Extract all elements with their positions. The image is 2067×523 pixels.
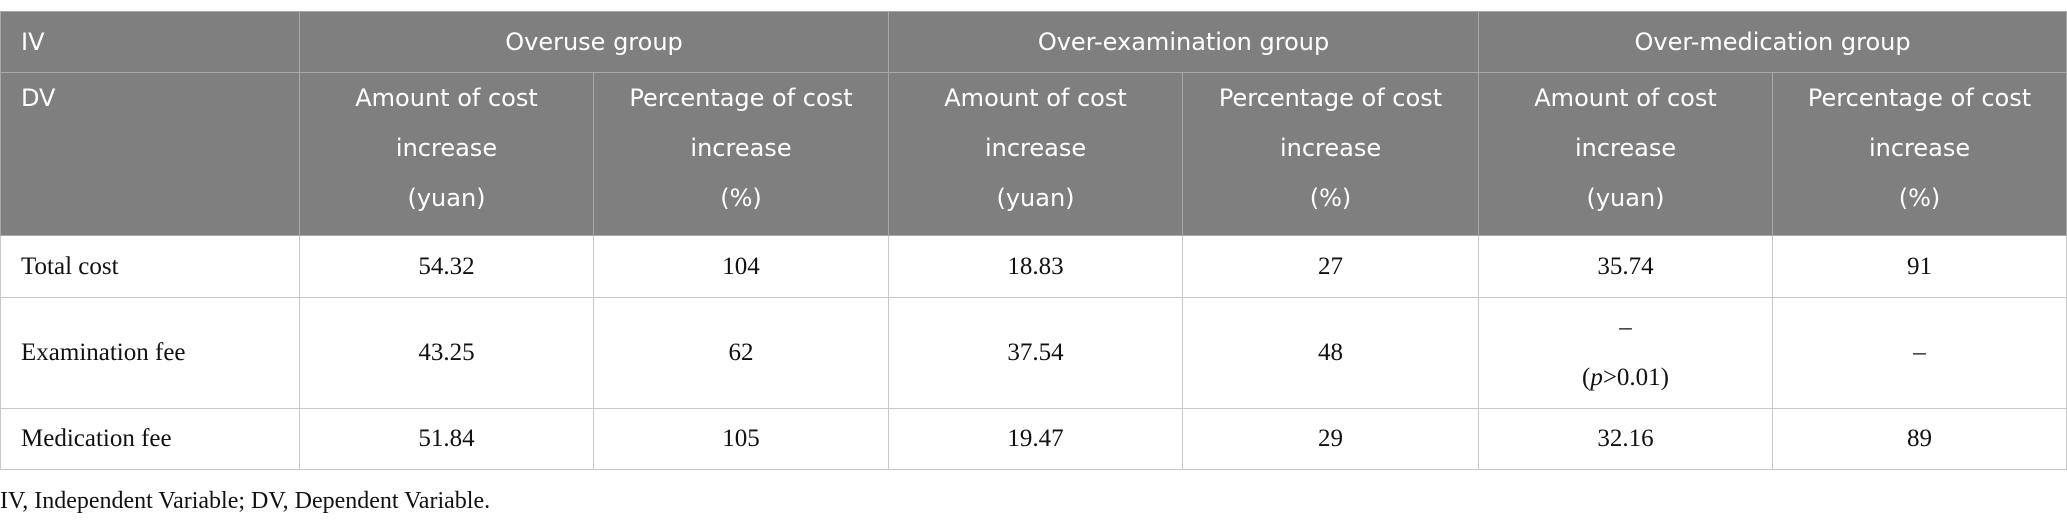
- body-cell: 18.83: [888, 235, 1184, 298]
- body-cell: 35.74: [1478, 235, 1774, 298]
- header-line: Amount of cost: [1534, 84, 1717, 112]
- header-line: Amount of cost: [944, 84, 1127, 112]
- header-line: increase: [1868, 134, 1971, 162]
- cell-line: –: [1619, 314, 1632, 341]
- body-cell: 27: [1182, 235, 1480, 298]
- header-cell: Amount of cost increase (yuan): [888, 72, 1184, 236]
- header-cell: Amount of cost increase (yuan): [299, 72, 594, 236]
- header-cell: Percentage of cost increase (%): [1772, 72, 2067, 236]
- body-cell: 91: [1772, 235, 2067, 298]
- header-line: (%): [720, 184, 762, 212]
- body-cell: 105: [592, 408, 890, 470]
- header-row: DV Amount of cost increase (yuan) Percentage…: [0, 72, 2067, 236]
- header-line: increase: [1279, 134, 1382, 162]
- header-line: increase: [1574, 134, 1677, 162]
- header-line: increase: [984, 134, 1087, 162]
- data-table: IV Overuse group Over-examination group Ove…: [0, 11, 2067, 470]
- body-cell: Medication fee: [0, 408, 300, 470]
- body-cell: Total cost: [0, 235, 300, 298]
- header-line: (%): [1898, 184, 1941, 212]
- header-cell: IV: [0, 11, 300, 73]
- body-cell: –: [1772, 297, 2067, 409]
- body-cell: Examination fee: [0, 297, 300, 409]
- body-cell: 48: [1182, 297, 1480, 409]
- header-line: (yuan): [407, 184, 486, 212]
- header-cell: Percentage of cost increase (%): [1182, 72, 1480, 236]
- header-line: Percentage of cost: [1807, 84, 2032, 112]
- header-cell: Over-medication group: [1478, 11, 2067, 73]
- header-line: (yuan): [996, 184, 1075, 212]
- header-line: Amount of cost: [355, 84, 538, 112]
- header-row: IV Overuse group Over-examination group Ove…: [0, 11, 2067, 73]
- header-cell: DV: [0, 72, 300, 236]
- table-body: IV Overuse group Over-examination group Ove…: [0, 11, 2067, 470]
- cell-note: (p>0.01): [1479, 353, 1772, 403]
- header-line: Percentage of cost: [629, 84, 853, 112]
- body-cell: 51.84: [299, 408, 594, 470]
- body-row: Examination fee 43.25 62 37.54 48– (p>0.01) –: [0, 297, 2067, 409]
- body-cell: 32.16: [1478, 408, 1774, 470]
- header-line: (yuan): [1586, 184, 1665, 212]
- header-line: increase: [395, 134, 498, 162]
- note-part: >0.01): [1602, 364, 1670, 391]
- body-row: Total cost 54.32 104 18.83 27 35.74 91: [0, 235, 2067, 298]
- body-cell: 29: [1182, 408, 1480, 470]
- header-line: Percentage of cost: [1218, 84, 1443, 112]
- body-cell: 54.32: [299, 235, 594, 298]
- body-cell: 104: [592, 235, 890, 298]
- body-cell: 19.47: [888, 408, 1184, 470]
- body-cell: – (p>0.01): [1478, 297, 1774, 409]
- header-cell: Amount of cost increase (yuan): [1478, 72, 1774, 236]
- body-cell: 89: [1772, 408, 2067, 470]
- body-row: Medication fee 51.84 105 19.47 29 32.16 89: [0, 408, 2067, 470]
- header-cell: Overuse group: [298, 11, 890, 73]
- header-line: (%): [1309, 184, 1352, 212]
- body-cell: 43.25: [299, 297, 594, 409]
- note-part: p: [1590, 364, 1603, 391]
- note-part: (: [1582, 364, 1591, 391]
- body-cell: 37.54: [888, 297, 1184, 409]
- footnote: IV, Independent Variable; DV, Dependent …: [0, 488, 491, 514]
- body-cell: 62: [592, 297, 890, 409]
- header-cell: Over-examination group: [888, 11, 1480, 73]
- header-line: increase: [690, 134, 792, 162]
- header-cell: Percentage of cost increase (%): [592, 72, 890, 236]
